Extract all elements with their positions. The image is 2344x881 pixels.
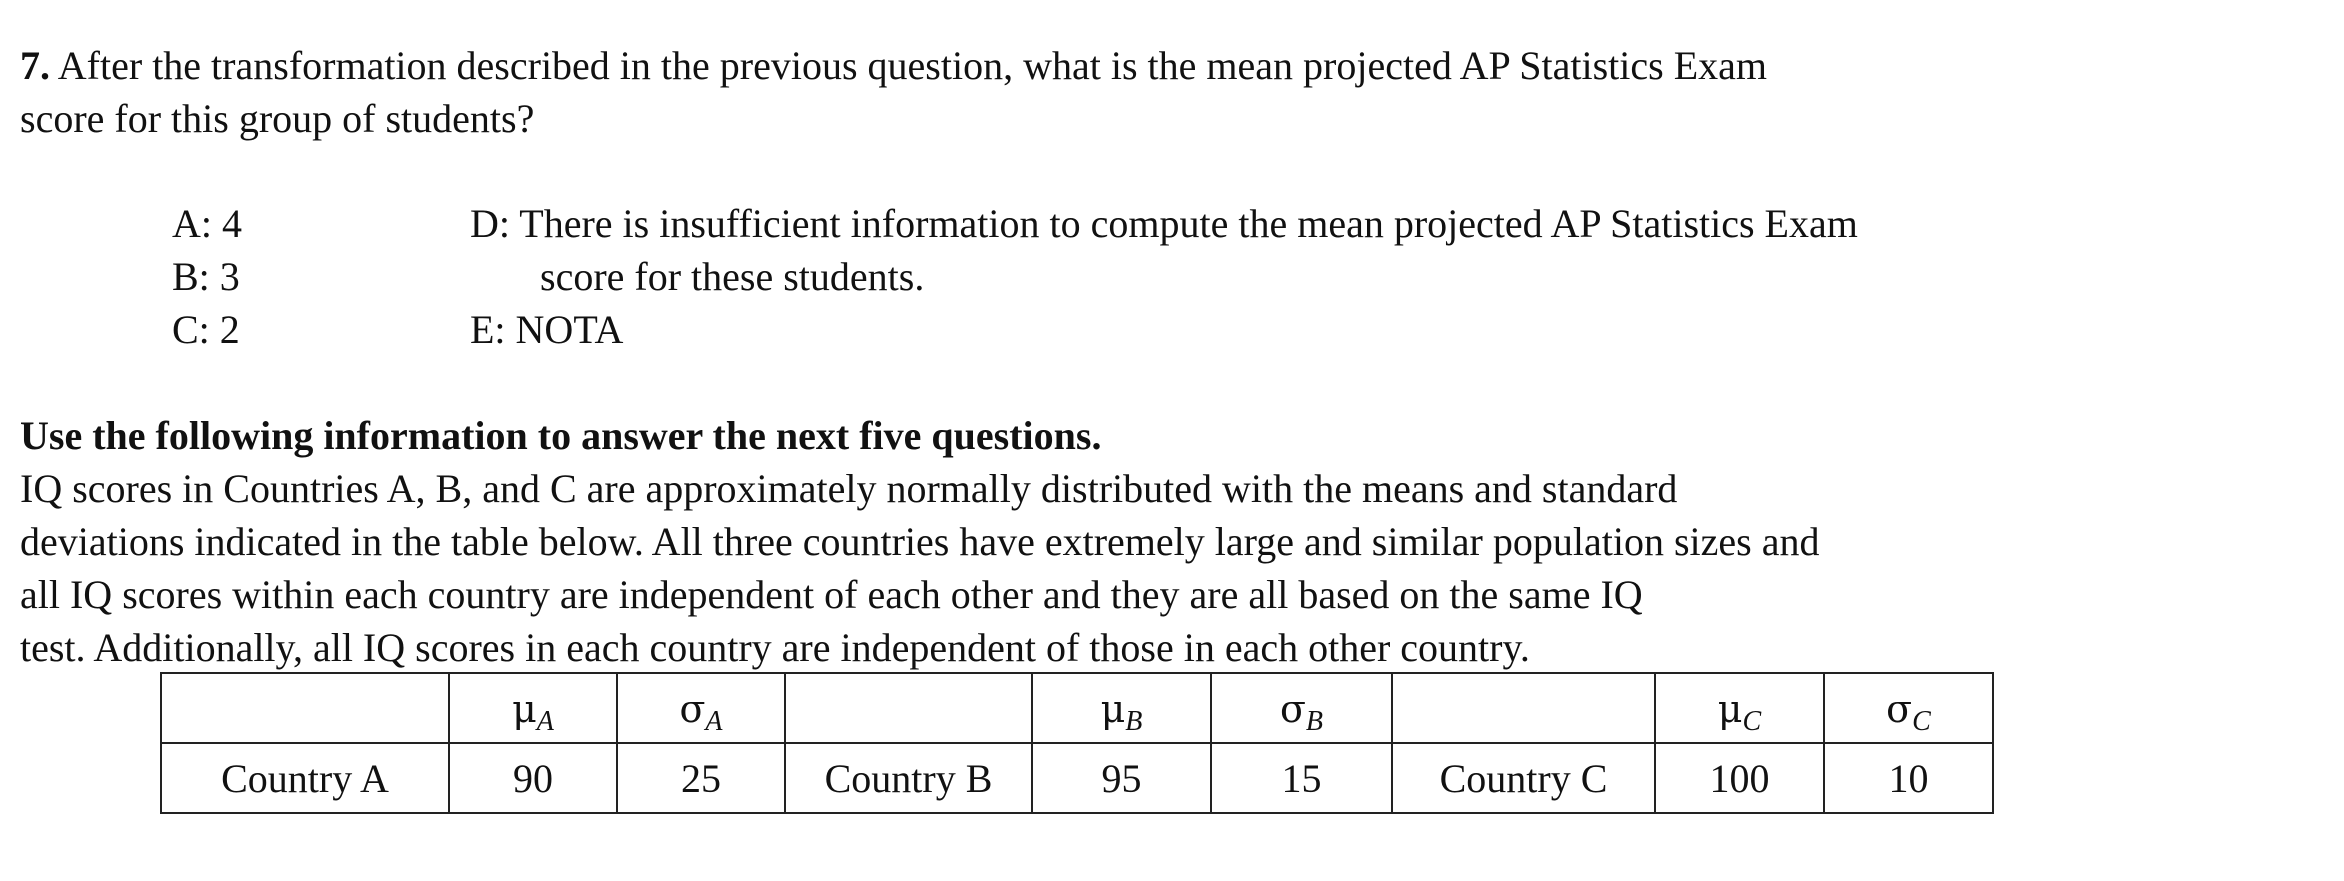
question-text-1: After the transformation described in th…	[57, 43, 1768, 88]
cell-sd-b: 15	[1210, 742, 1393, 814]
paragraph-line-3: all IQ scores within each country are in…	[20, 572, 1643, 617]
header-sigma-c: σC	[1823, 672, 1994, 744]
iq-table: μA σA μB σB μC σC Country A 90 25 Countr…	[160, 672, 1994, 814]
header-mu-c: μC	[1654, 672, 1825, 744]
choice-b: B: 3	[172, 254, 240, 299]
choice-d-line-2: score for these students.	[540, 254, 925, 299]
cell-mean-b: 95	[1031, 742, 1212, 814]
choice-c: C: 2	[172, 307, 240, 352]
header-blank-b	[784, 672, 1033, 744]
choice-d-line-1: D: There is insufficient information to …	[470, 201, 1858, 246]
instructions-heading: Use the following information to answer …	[20, 413, 1102, 458]
header-blank-c	[1391, 672, 1656, 744]
table-header-row: μA σA μB σB μC σC	[160, 672, 1994, 744]
paragraph-line-4: test. Additionally, all IQ scores in eac…	[20, 625, 1530, 670]
cell-country-c: Country C	[1391, 742, 1656, 814]
table-row: Country A 90 25 Country B 95 15 Country …	[160, 742, 1994, 814]
cell-country-a: Country A	[160, 742, 450, 814]
question-7-line-1: 7. After the transformation described in…	[20, 40, 1767, 92]
cell-country-b: Country B	[784, 742, 1033, 814]
header-sigma-b: σB	[1210, 672, 1393, 744]
paragraph-line-2: deviations indicated in the table below.…	[20, 519, 1820, 564]
question-number: 7.	[20, 43, 50, 88]
cell-mean-a: 90	[448, 742, 618, 814]
header-sigma-a: σA	[616, 672, 786, 744]
cell-sd-a: 25	[616, 742, 786, 814]
paragraph-line-1: IQ scores in Countries A, B, and C are a…	[20, 466, 1678, 511]
cell-mean-c: 100	[1654, 742, 1825, 814]
header-mu-b: μB	[1031, 672, 1212, 744]
cell-sd-c: 10	[1823, 742, 1994, 814]
header-mu-a: μA	[448, 672, 618, 744]
choice-a: A: 4	[172, 201, 242, 246]
question-7-line-2: score for this group of students?	[20, 96, 535, 141]
choice-e: E: NOTA	[470, 307, 624, 352]
header-blank-a	[160, 672, 450, 744]
